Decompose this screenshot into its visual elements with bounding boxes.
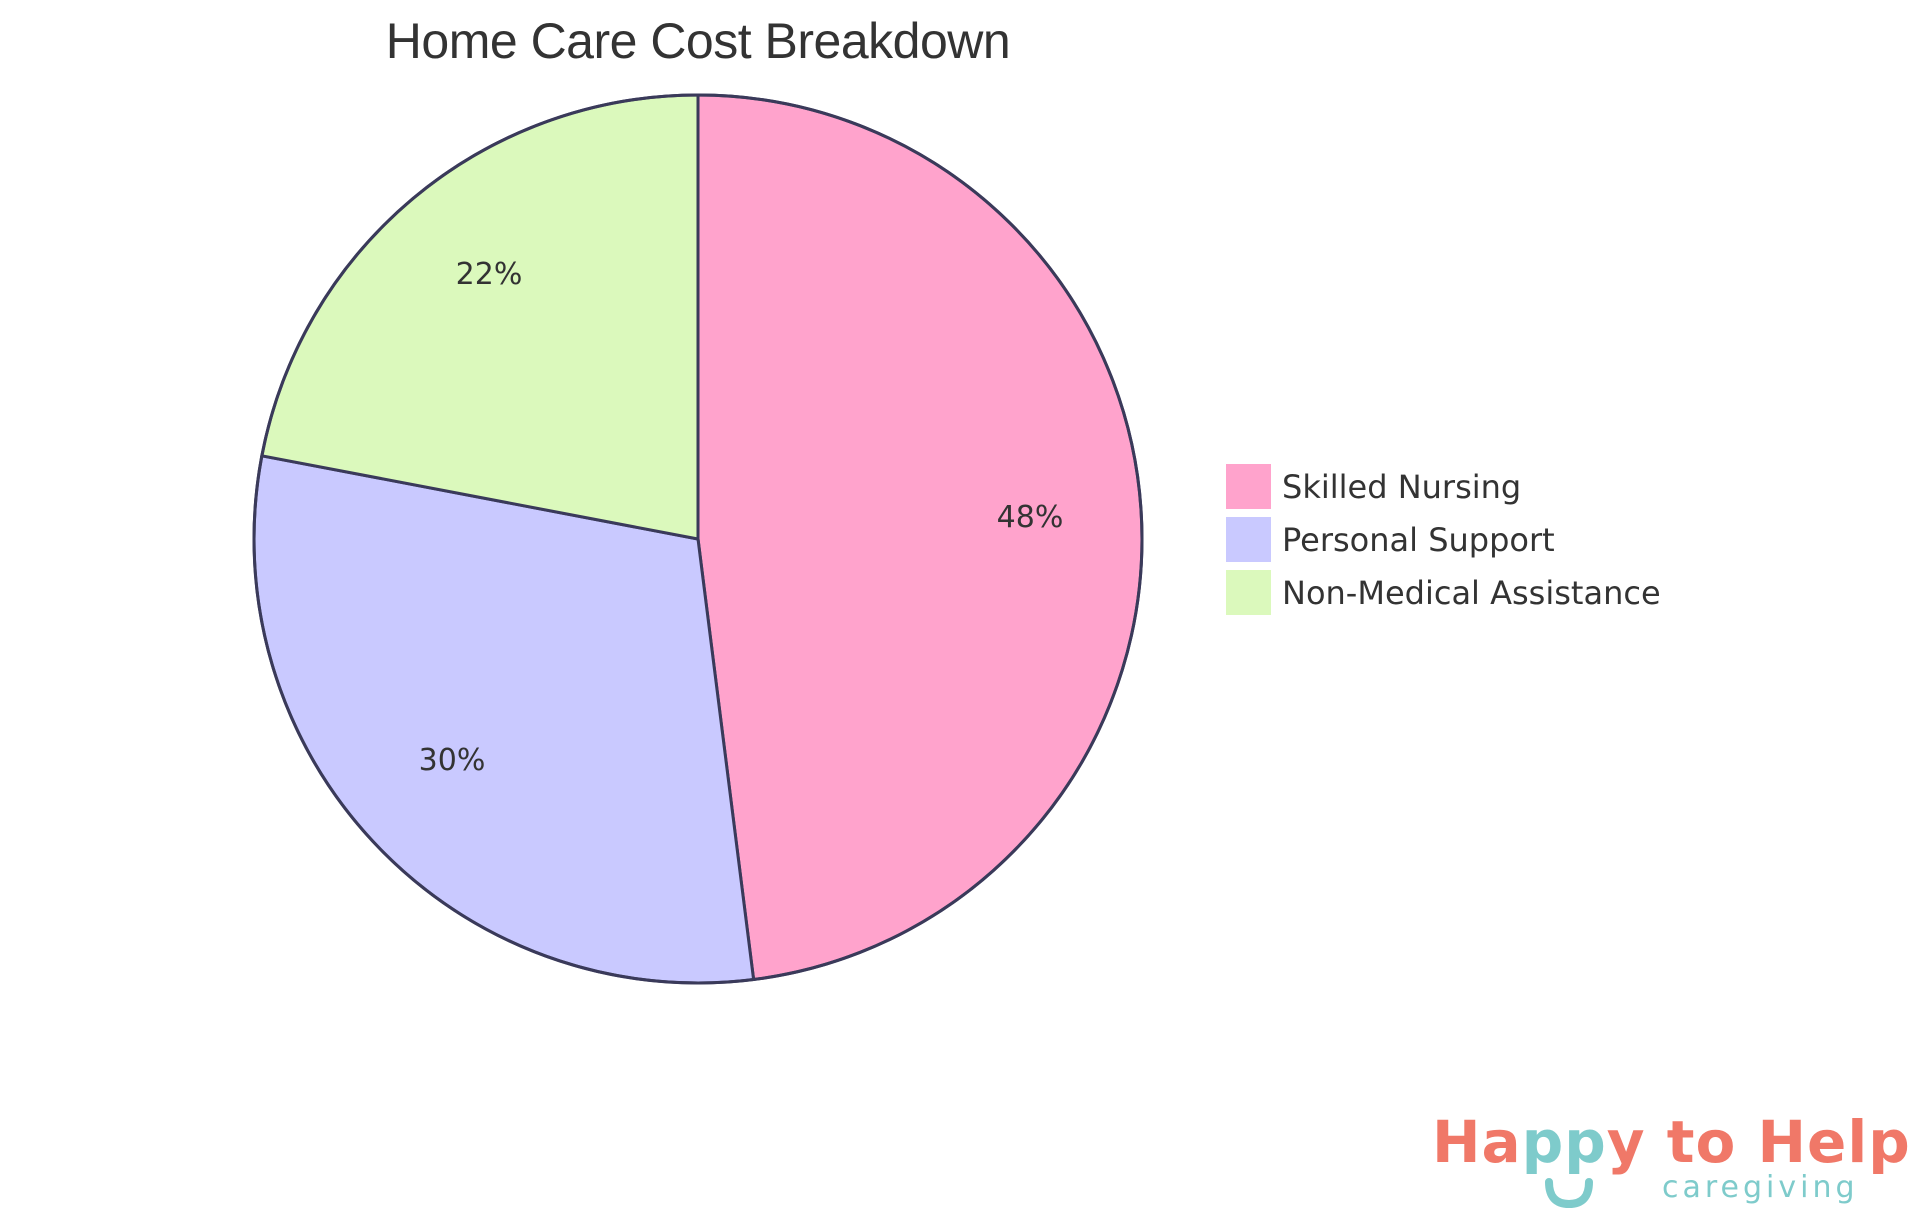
- legend-label: Skilled Nursing: [1282, 467, 1522, 506]
- legend-label: Personal Support: [1282, 520, 1555, 559]
- smile-icon: [1545, 1178, 1593, 1208]
- logo-subtitle: caregiving: [1662, 1170, 1859, 1205]
- slice-label-personal-support: 30%: [419, 743, 486, 778]
- legend-item-personal-support: Personal Support: [1226, 513, 1661, 566]
- legend-swatch: [1226, 570, 1271, 615]
- logo-text-ha: Ha: [1432, 1108, 1522, 1176]
- brand-logo: Happy to Help caregiving: [1432, 1108, 1910, 1215]
- legend-label: Non-Medical Assistance: [1282, 573, 1661, 612]
- pie-outline: [252, 93, 1144, 985]
- legend-item-skilled-nursing: Skilled Nursing: [1226, 460, 1661, 513]
- chart-title: Home Care Cost Breakdown: [385, 13, 1011, 69]
- logo-text-pp: pp: [1521, 1108, 1607, 1176]
- legend-item-non-medical-assistance: Non-Medical Assistance: [1226, 566, 1661, 619]
- slice-skilled-nursing: [696, 93, 1144, 982]
- legend: Skilled Nursing Personal Support Non-Med…: [1226, 460, 1661, 619]
- logo-text-rest: y to Help: [1606, 1108, 1911, 1176]
- slice-label-skilled-nursing: 48%: [997, 500, 1064, 535]
- slice-label-non-medical-assistance: 22%: [456, 257, 523, 292]
- legend-swatch: [1226, 464, 1271, 509]
- logo-wordmark: Happy to Help: [1432, 1108, 1911, 1176]
- legend-swatch: [1226, 517, 1271, 562]
